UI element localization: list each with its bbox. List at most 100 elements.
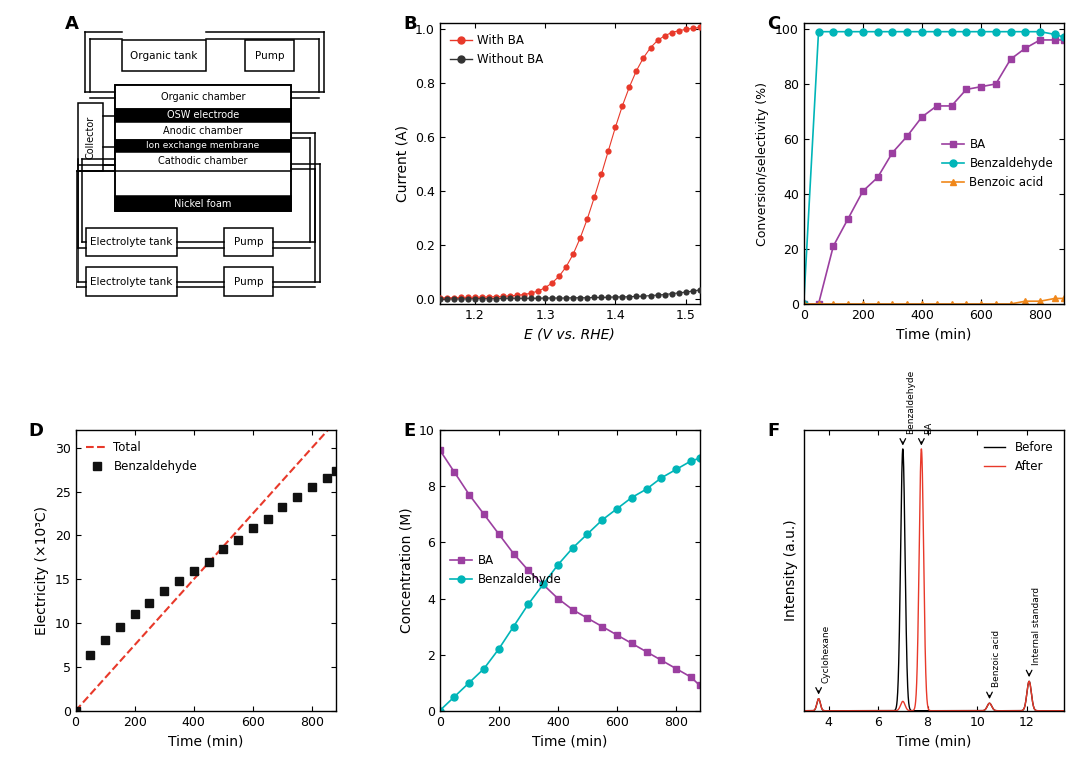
Benzaldehyde	[202, 557, 215, 566]
BA	[1034, 35, 1047, 45]
Bar	[86, 267, 177, 295]
After	[915, 444, 928, 454]
Benzaldehyde	[537, 580, 550, 589]
BA	[640, 647, 653, 657]
Benzaldehyde	[291, 492, 303, 501]
BA	[841, 214, 854, 223]
BA	[448, 468, 461, 477]
Bar	[114, 85, 292, 212]
Benzoic acid	[841, 299, 854, 308]
Benzoic acid	[1057, 294, 1070, 303]
Legend: BA, Benzaldehyde: BA, Benzaldehyde	[446, 550, 566, 591]
X-axis label: Time (min): Time (min)	[532, 734, 607, 748]
Text: Organic chamber: Organic chamber	[161, 92, 245, 102]
Benzoic acid	[989, 299, 1002, 308]
Line: BA: BA	[800, 37, 1067, 308]
Text: Collector: Collector	[85, 116, 95, 159]
Text: OSW electrode: OSW electrode	[167, 110, 239, 120]
BA	[552, 594, 565, 603]
Benzaldehyde	[84, 651, 97, 660]
Benzoic acid	[1049, 294, 1062, 303]
Text: Electrolyte tank: Electrolyte tank	[91, 237, 173, 248]
Line: Benzaldehyde: Benzaldehyde	[800, 28, 1067, 308]
BA	[930, 102, 943, 111]
Before	[810, 698, 823, 708]
Benzaldehyde	[477, 664, 490, 673]
Benzaldehyde	[433, 706, 446, 715]
BA	[797, 299, 810, 308]
Legend: Before, After: Before, After	[980, 436, 1058, 477]
Before	[1002, 706, 1015, 715]
Benzaldehyde	[522, 600, 535, 609]
Benzoic acid	[812, 299, 825, 308]
Y-axis label: Intensity (a.u.): Intensity (a.u.)	[784, 519, 798, 621]
BA	[433, 445, 446, 455]
BA	[872, 173, 885, 182]
Bar	[114, 122, 292, 140]
Benzoic acid	[872, 299, 885, 308]
BA	[685, 672, 698, 682]
BA	[886, 148, 899, 158]
Text: F: F	[768, 422, 780, 440]
Benzaldehyde	[841, 27, 854, 37]
Benzaldehyde	[960, 27, 973, 37]
Line: Benzoic acid: Benzoic acid	[800, 295, 1067, 308]
Benzaldehyde	[916, 27, 929, 37]
Benzaldehyde	[1004, 27, 1017, 37]
Benzaldehyde	[129, 610, 141, 619]
Before	[924, 706, 937, 715]
Text: Benzaldehyde: Benzaldehyde	[906, 369, 915, 433]
BA	[477, 510, 490, 519]
Bar	[114, 152, 292, 171]
Benzaldehyde	[1034, 27, 1047, 37]
Legend: BA, Benzaldehyde, Benzoic acid: BA, Benzaldehyde, Benzoic acid	[937, 134, 1058, 194]
Benzaldehyde	[329, 467, 342, 476]
BA	[974, 82, 987, 91]
Line: After: After	[804, 449, 1064, 711]
Benzaldehyde	[827, 27, 840, 37]
Before	[797, 706, 810, 715]
Benzoic acid	[886, 299, 899, 308]
BA	[1018, 44, 1031, 53]
Benzaldehyde	[581, 530, 594, 539]
Text: D: D	[29, 422, 44, 440]
BA	[610, 630, 623, 640]
Benzaldehyde	[596, 515, 609, 525]
Text: Internal standard: Internal standard	[1032, 587, 1041, 665]
Benzaldehyde	[945, 27, 958, 37]
BA	[1004, 55, 1017, 64]
BA	[856, 187, 869, 196]
Benzaldehyde	[797, 299, 810, 308]
Y-axis label: Concentration (M): Concentration (M)	[400, 508, 414, 633]
Before	[849, 706, 862, 715]
BA	[916, 112, 929, 122]
Benzaldehyde	[306, 483, 319, 492]
Benzaldehyde	[231, 535, 244, 544]
Text: Pump: Pump	[233, 237, 264, 248]
Benzaldehyde	[625, 493, 638, 502]
After	[924, 706, 937, 715]
Benzoic acid	[901, 299, 914, 308]
BA	[508, 549, 521, 558]
Benzoic acid	[827, 299, 840, 308]
Benzaldehyde	[901, 27, 914, 37]
Benzaldehyde	[552, 560, 565, 569]
Y-axis label: Current (A): Current (A)	[395, 125, 409, 202]
Bar	[114, 85, 292, 109]
Line: BA: BA	[436, 447, 703, 689]
BA	[625, 639, 638, 648]
BA	[1057, 35, 1070, 45]
Bar	[114, 196, 292, 212]
Benzaldehyde	[448, 692, 461, 701]
Benzoic acid	[856, 299, 869, 308]
BA	[462, 490, 475, 499]
BA	[693, 681, 706, 690]
Line: Benzaldehyde: Benzaldehyde	[71, 467, 340, 715]
X-axis label: Time (min): Time (min)	[896, 327, 972, 341]
BA	[654, 655, 667, 665]
Benzaldehyde	[98, 635, 111, 644]
Benzaldehyde	[872, 27, 885, 37]
Bar	[122, 41, 205, 71]
Text: C: C	[768, 15, 781, 33]
Benzaldehyde	[974, 27, 987, 37]
